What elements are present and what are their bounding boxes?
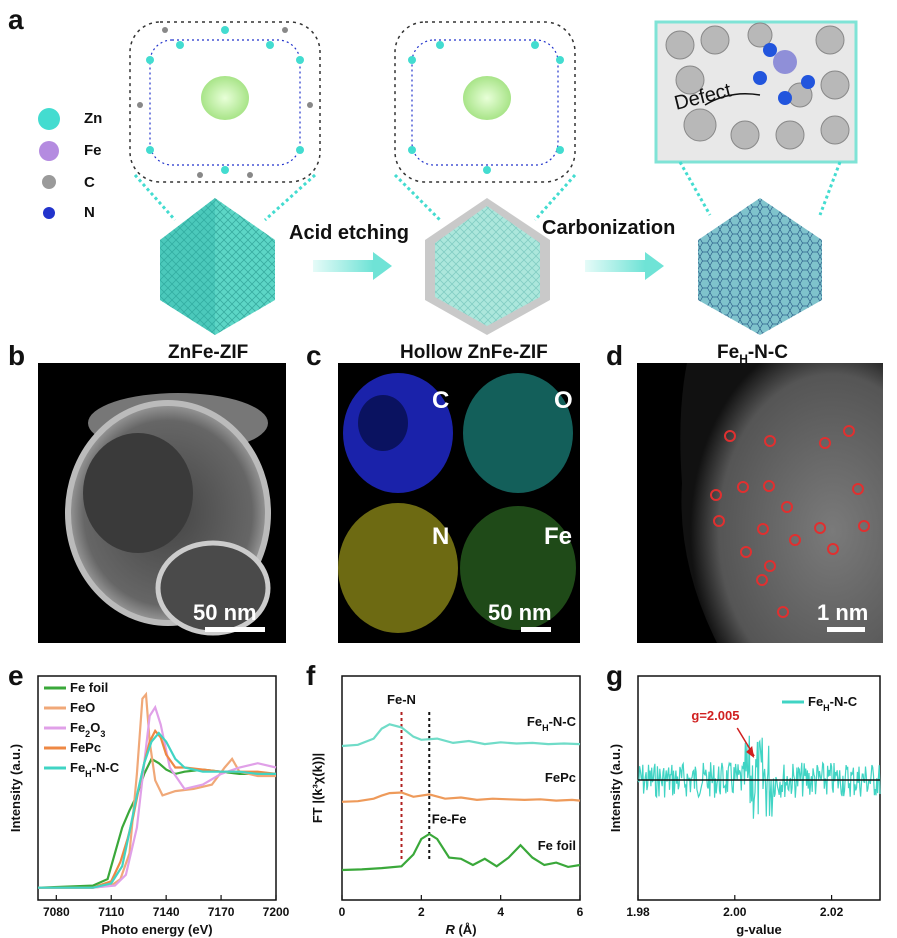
epr-chart: 1.98 2.00 2.02 FeH-N-C g=2.005 g-value Intensi… bbox=[608, 675, 881, 937]
haadf-scale-bar bbox=[827, 627, 865, 632]
plot-frame bbox=[341, 675, 581, 901]
panel-label-e: e bbox=[8, 660, 24, 691]
sem-image: 50 nm bbox=[38, 363, 286, 643]
y-axis-label: Intensity (a.u.) bbox=[608, 744, 623, 832]
eds-scale-bar bbox=[521, 627, 551, 632]
defect-inset bbox=[654, 20, 858, 164]
legend-entry: FeH-N-C bbox=[808, 694, 858, 713]
c-atom-icon bbox=[42, 175, 56, 189]
plot-frame bbox=[37, 675, 277, 901]
stage-label-hollow-znfe-zif: Hollow ZnFe-ZIF bbox=[400, 342, 548, 363]
exafs-chart: 0 2 4 6 FeH-N-C FePc Fe foil Fe-N Fe-Fe R (Å) FT |… bbox=[310, 675, 584, 937]
znfe-zif-crystal bbox=[160, 198, 275, 335]
x-tick-label: 7170 bbox=[208, 905, 235, 919]
x-tick-label: 4 bbox=[497, 905, 504, 919]
haadf-stem-image: 1 nm bbox=[637, 363, 883, 643]
feh-n-c-crystal bbox=[698, 198, 822, 335]
x-tick-label: 0 bbox=[339, 905, 346, 919]
haadf-scale-text: 1 nm bbox=[817, 600, 869, 625]
x-axis-label: Photo energy (eV) bbox=[101, 922, 212, 937]
hollow-znfe-zif-crystal bbox=[425, 198, 550, 335]
eds-label-fe: Fe bbox=[544, 523, 573, 550]
x-tick-label: 2.00 bbox=[723, 905, 747, 919]
x-tick-label: 2 bbox=[418, 905, 425, 919]
series-line-feh-n-c bbox=[38, 731, 276, 889]
eds-scale-text: 50 nm bbox=[488, 600, 552, 625]
panel-label-f: f bbox=[306, 660, 316, 691]
synthesis-schematic bbox=[129, 20, 858, 335]
series-label: FeH-N-C bbox=[527, 714, 577, 733]
series-line-fe-foil bbox=[341, 832, 581, 872]
fe-atom-icon bbox=[39, 141, 59, 161]
series-label: Fe foil bbox=[538, 838, 576, 853]
legend-entry: FeO bbox=[70, 700, 95, 715]
x-axis-label: g-value bbox=[736, 922, 782, 937]
fe-fe-annotation: Fe-Fe bbox=[432, 812, 467, 827]
g-value-annotation: g=2.005 bbox=[691, 708, 739, 723]
stage-label-znfe-zif: ZnFe-ZIF bbox=[168, 342, 249, 363]
x-tick-label: 7110 bbox=[98, 905, 124, 919]
eds-label-n: N bbox=[432, 523, 450, 550]
zn-atom-icon bbox=[38, 108, 60, 130]
x-tick-label: 7080 bbox=[43, 905, 70, 919]
eds-maps: C O N Fe 50 nm bbox=[338, 363, 580, 643]
x-tick-label: 7200 bbox=[263, 905, 290, 919]
eds-label-c: C bbox=[432, 387, 450, 414]
carbonization-arrow bbox=[585, 252, 664, 280]
carbonization-label: Carbonization bbox=[542, 217, 676, 239]
y-axis-label: Intensity (a.u.) bbox=[8, 744, 23, 832]
x-axis-label: R (Å) bbox=[445, 922, 476, 937]
zif-cage-structure-2 bbox=[394, 21, 576, 183]
sem-scale-text: 50 nm bbox=[193, 600, 257, 625]
legend-label-c: C bbox=[84, 174, 95, 191]
n-atom-icon bbox=[43, 207, 55, 219]
x-tick-label: 1.98 bbox=[626, 905, 650, 919]
stage-label-feh-n-c: FeH-N-C bbox=[717, 342, 788, 366]
panel-label-g: g bbox=[606, 660, 624, 691]
sem-scale-bar bbox=[205, 627, 265, 632]
panel-label-c: c bbox=[306, 340, 322, 371]
legend-label-zn: Zn bbox=[84, 110, 103, 127]
legend-entry: Fe foil bbox=[70, 680, 108, 695]
series-line-fepc bbox=[341, 791, 581, 803]
y-axis-label: FT |(k³χ(k))| bbox=[310, 753, 325, 823]
panel-label-a: a bbox=[8, 4, 24, 35]
x-tick-label: 6 bbox=[577, 905, 584, 919]
legend-entry: FePc bbox=[70, 740, 101, 755]
annotation-arrow-head bbox=[746, 746, 755, 758]
acid-etching-label: Acid etching bbox=[289, 222, 410, 244]
series-line-fe-foil bbox=[37, 757, 276, 889]
eds-label-o: O bbox=[554, 387, 573, 414]
legend-entry: FeH-N-C bbox=[70, 760, 120, 779]
panel-label-b: b bbox=[8, 340, 26, 371]
legend-label-n: N bbox=[84, 204, 95, 221]
legend-label-fe: Fe bbox=[84, 142, 102, 159]
legend-entry: Fe2O3 bbox=[70, 720, 105, 739]
x-tick-label: 7140 bbox=[153, 905, 180, 919]
zif-cage-structure-1 bbox=[129, 21, 321, 183]
acid-etching-arrow bbox=[313, 252, 392, 280]
fe-n-annotation: Fe-N bbox=[387, 692, 416, 707]
series-line-feh-n-c bbox=[341, 723, 581, 748]
panel-label-d: d bbox=[606, 340, 624, 371]
series-label: FePc bbox=[545, 770, 576, 785]
x-tick-label: 2.02 bbox=[820, 905, 844, 919]
epr-signal-line bbox=[637, 735, 881, 819]
